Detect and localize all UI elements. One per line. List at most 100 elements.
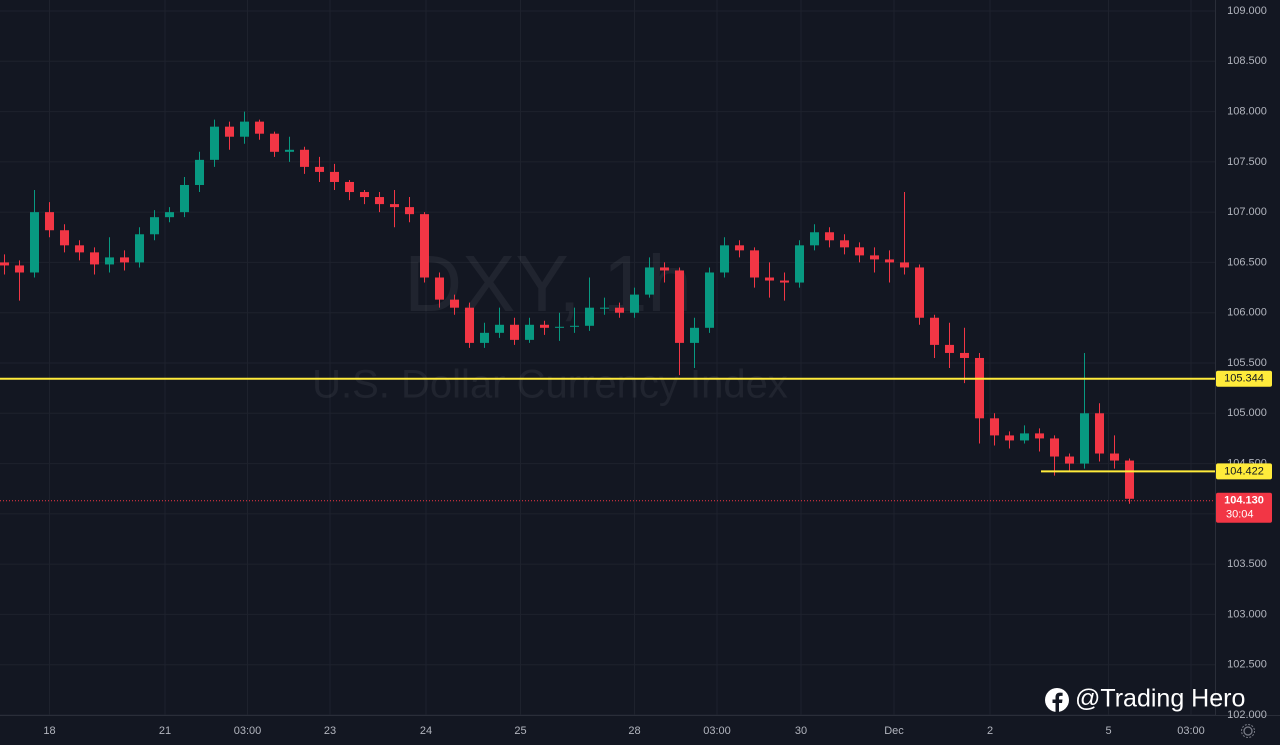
candle-body <box>450 299 459 308</box>
candle-body <box>0 262 9 266</box>
axes: 102.000102.500103.000103.500104.000104.5… <box>43 5 1272 737</box>
y-tick-label: 103.000 <box>1227 608 1267 620</box>
facebook-icon <box>1045 688 1069 713</box>
y-tick-label: 109.000 <box>1227 5 1267 17</box>
candle-body <box>675 270 684 343</box>
candle-body <box>375 197 384 205</box>
candle-body <box>900 262 909 268</box>
x-tick-label: 21 <box>159 725 171 737</box>
y-tick-label: 107.500 <box>1227 156 1267 168</box>
candle-body <box>870 255 879 260</box>
candle-body <box>585 307 594 326</box>
candle-body <box>825 232 834 241</box>
candle-body <box>960 352 969 358</box>
y-tick-label: 108.000 <box>1227 105 1267 117</box>
candle-body <box>885 259 894 263</box>
x-tick-label: 18 <box>43 725 55 737</box>
level-label-box <box>1216 463 1272 480</box>
y-tick-label: 108.500 <box>1227 55 1267 67</box>
x-tick-label: 23 <box>324 725 336 737</box>
watermark: @Trading Hero <box>1075 685 1245 713</box>
grid <box>0 0 1215 716</box>
candle-body <box>990 418 999 436</box>
y-tick-label: 105.000 <box>1227 407 1267 419</box>
y-tick-label: 103.500 <box>1227 558 1267 570</box>
candle-body <box>915 267 924 318</box>
candle-body <box>540 324 549 328</box>
candle-body <box>735 245 744 251</box>
candle-body <box>285 149 294 152</box>
candle-body <box>1080 413 1089 464</box>
candle-body <box>1020 433 1029 441</box>
x-tick-label: 03:00 <box>234 725 262 737</box>
candle-body <box>510 324 519 340</box>
candle-body <box>1005 435 1014 441</box>
y-tick-label: 102.000 <box>1227 709 1267 721</box>
candles <box>0 111 1134 504</box>
candle-body <box>45 212 54 231</box>
candle-body <box>495 324 504 333</box>
last-price-label: 104.130 <box>1224 495 1264 507</box>
candle-body <box>975 357 984 419</box>
candle-body <box>525 324 534 340</box>
x-tick-label: Dec <box>884 725 904 737</box>
candle-body <box>750 250 759 278</box>
candle-body <box>435 277 444 300</box>
candle-body <box>195 159 204 185</box>
candle-body <box>465 307 474 343</box>
candle-body <box>570 325 579 327</box>
y-tick-label: 107.000 <box>1227 206 1267 218</box>
candle-body <box>1125 460 1134 499</box>
candle-body <box>165 212 174 218</box>
candle-body <box>765 277 774 281</box>
candle-body <box>90 252 99 265</box>
candle-body <box>135 234 144 263</box>
candle-body <box>1110 453 1119 461</box>
candle-body <box>810 232 819 246</box>
candle-body <box>705 272 714 328</box>
x-tick-label: 5 <box>1105 725 1111 737</box>
candle-body <box>150 217 159 235</box>
candle-body <box>1050 438 1059 457</box>
x-tick-label: 28 <box>628 725 640 737</box>
candle-body <box>645 267 654 295</box>
candle-body <box>855 247 864 256</box>
candle-body <box>210 126 219 160</box>
candle-body <box>1095 413 1104 454</box>
description-watermark: U.S. Dollar Currency Index <box>312 363 788 407</box>
candle-body <box>120 257 129 263</box>
candle-body <box>15 265 24 273</box>
candle-body <box>360 192 369 198</box>
candle-body <box>945 344 954 353</box>
candle-body <box>660 267 669 271</box>
last-price-box <box>1216 492 1272 523</box>
x-tick-label: 30 <box>795 725 807 737</box>
level-label-box <box>1216 370 1272 387</box>
y-tick-label: 106.500 <box>1227 256 1267 268</box>
x-tick-label: 25 <box>514 725 526 737</box>
candle-body <box>780 280 789 283</box>
candle-body <box>720 245 729 273</box>
level-label: 104.422 <box>1224 465 1264 477</box>
level-label: 105.344 <box>1224 373 1264 385</box>
candle-body <box>1035 433 1044 439</box>
candle-body <box>270 133 279 152</box>
candle-body <box>795 245 804 283</box>
candle-body <box>420 214 429 278</box>
candle-body <box>180 184 189 213</box>
candle-body <box>840 240 849 248</box>
candle-body <box>240 121 249 137</box>
candle-body <box>555 326 564 328</box>
candle-body <box>225 126 234 137</box>
candle-body <box>75 245 84 253</box>
countdown: 30:04 <box>1226 509 1254 521</box>
candle-body <box>300 149 309 167</box>
candle-body <box>315 166 324 172</box>
y-tick-label: 106.000 <box>1227 307 1267 319</box>
symbol-watermark: DXY, 1h <box>404 239 692 328</box>
candle-body <box>255 121 264 134</box>
x-tick-label: 03:00 <box>1177 725 1205 737</box>
settings-icon[interactable] <box>1241 724 1255 738</box>
